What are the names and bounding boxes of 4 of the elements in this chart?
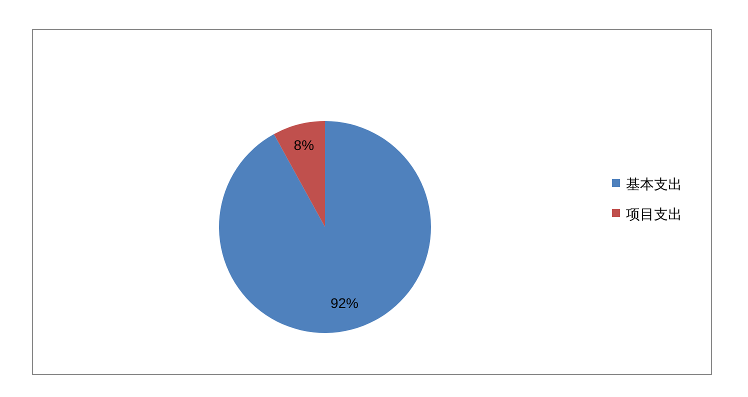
legend-label: 项目支出: [626, 206, 682, 222]
data-label: 92%: [330, 294, 359, 311]
data-label: 8%: [294, 136, 314, 153]
legend-label: 基本支出: [626, 176, 682, 192]
